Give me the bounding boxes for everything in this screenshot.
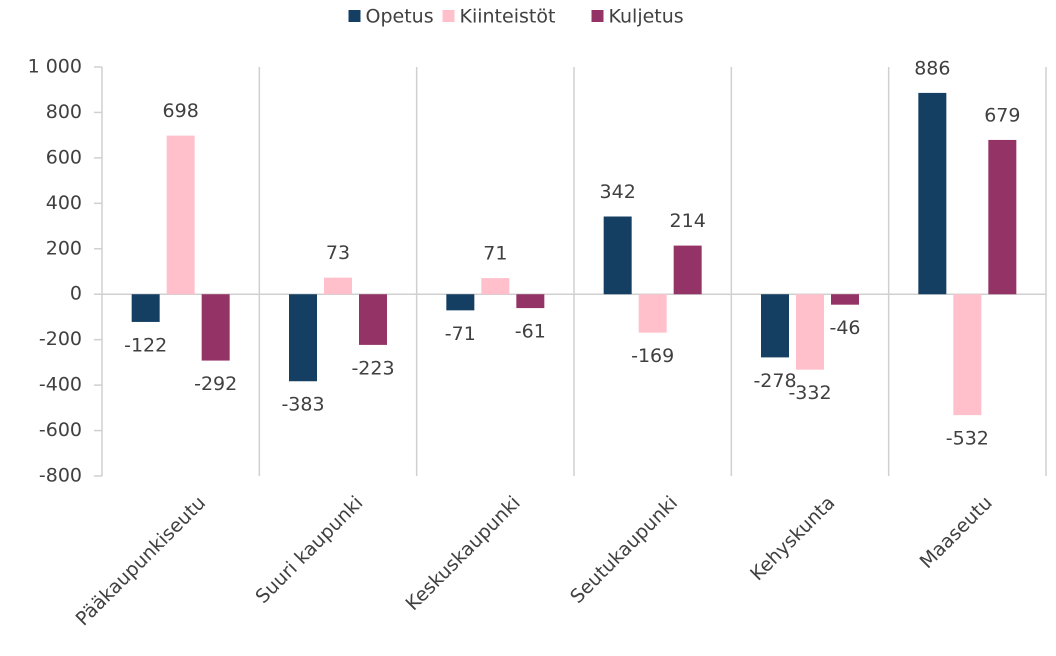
y-tick-label: -800 — [39, 465, 82, 487]
legend-label: Opetus — [366, 6, 434, 28]
legend-swatch — [348, 10, 361, 22]
bar — [201, 294, 230, 361]
data-label: -71 — [445, 323, 476, 345]
legend-swatch — [442, 10, 455, 22]
x-tick-label: Suuri kaupunki — [251, 492, 367, 608]
bar — [673, 245, 702, 295]
data-label: 342 — [600, 181, 636, 203]
x-tick-label: Pääkaupunkiseutu — [72, 492, 210, 630]
bar — [481, 278, 510, 295]
bar — [359, 294, 387, 345]
y-tick-label: 200 — [46, 237, 82, 259]
bar — [289, 294, 317, 382]
bar — [638, 294, 667, 333]
x-tick-label: Seutukaupunki — [566, 492, 682, 608]
bar — [324, 277, 352, 295]
bar — [918, 92, 947, 295]
data-label: 214 — [670, 210, 706, 232]
data-label: 679 — [984, 104, 1020, 126]
bar — [603, 216, 632, 295]
bar — [131, 294, 160, 322]
data-label: -292 — [194, 373, 237, 395]
data-label: -278 — [753, 370, 796, 392]
data-label: 698 — [163, 100, 199, 122]
x-tick-label: Keskuskaupunki — [402, 492, 525, 615]
y-tick-label: 800 — [46, 101, 82, 123]
y-tick-label: 400 — [46, 192, 82, 214]
y-tick-label: 0 — [70, 283, 82, 305]
data-label: -61 — [515, 321, 546, 343]
legend-swatch — [591, 10, 604, 22]
data-label: -332 — [788, 382, 831, 404]
bar — [166, 135, 195, 295]
bar — [831, 294, 859, 305]
legend-label: Kuljetus — [609, 6, 684, 28]
y-tick-label: 600 — [46, 146, 82, 168]
bar — [988, 139, 1017, 295]
legend-label: Kiinteistöt — [460, 6, 556, 28]
data-label: 73 — [326, 242, 350, 264]
data-label: -383 — [281, 394, 324, 416]
y-tick-label: -200 — [39, 328, 82, 350]
bar — [516, 294, 545, 309]
bar — [761, 294, 789, 358]
bar — [953, 294, 982, 416]
data-label: -122 — [124, 334, 167, 356]
y-tick-label: -600 — [39, 419, 82, 441]
data-label: -532 — [946, 428, 989, 450]
data-label: 71 — [483, 243, 507, 265]
x-tick-label: Kehyskunta — [746, 492, 839, 585]
data-label: 886 — [914, 57, 950, 79]
bar — [796, 294, 824, 370]
data-label: -223 — [351, 357, 394, 379]
data-label: -169 — [631, 345, 674, 367]
data-label: -46 — [829, 317, 860, 339]
y-tick-label: 1 000 — [28, 56, 82, 78]
y-tick-label: -400 — [39, 374, 82, 396]
x-tick-label: Maaseutu — [916, 492, 997, 573]
bar — [446, 294, 475, 311]
